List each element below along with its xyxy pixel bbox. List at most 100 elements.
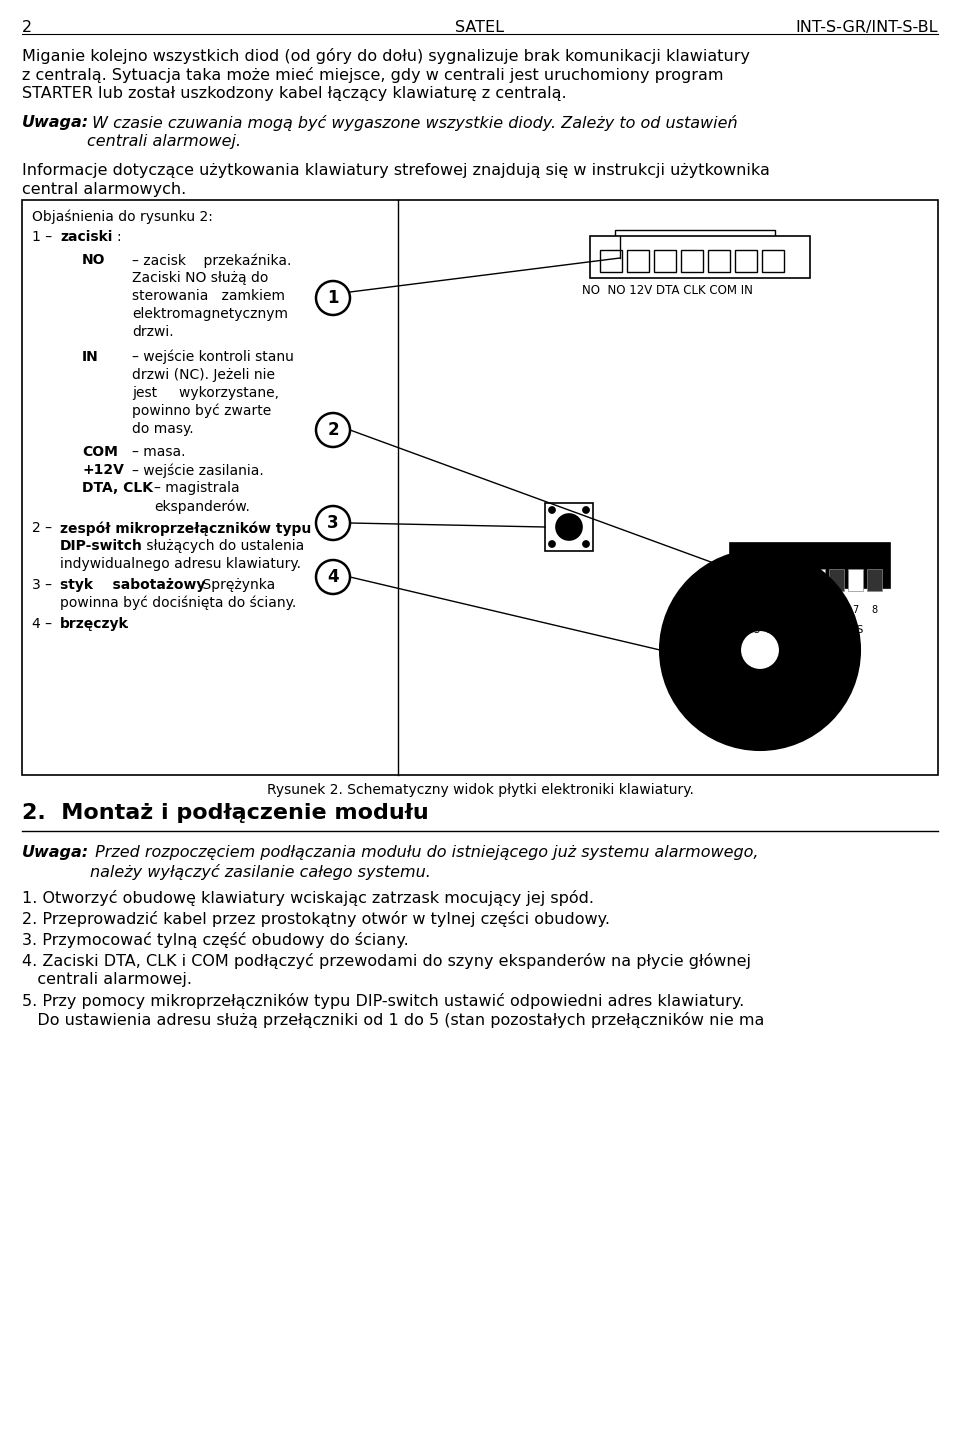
Text: – magistrala: – magistrala — [154, 481, 240, 495]
Text: styk    sabotażowy: styk sabotażowy — [60, 578, 205, 592]
Text: +12V: +12V — [82, 464, 124, 477]
Text: 8: 8 — [871, 605, 877, 615]
Text: DTA, CLK: DTA, CLK — [82, 481, 153, 495]
Text: 1. Otworzyć obudowę klawiatury wciskając zatrzask mocujący jej spód.: 1. Otworzyć obudowę klawiatury wciskając… — [22, 890, 594, 906]
Text: – wejście kontroli stanu: – wejście kontroli stanu — [132, 351, 294, 365]
Text: 2 –: 2 – — [32, 521, 57, 535]
Text: ECE: ECE — [854, 542, 876, 552]
Text: Miganie kolejno wszystkich diod (od góry do dołu) sygnalizuje brak komunikacji k: Miganie kolejno wszystkich diod (od góry… — [22, 49, 750, 64]
Text: Objaśnienia do rysunku 2:: Objaśnienia do rysunku 2: — [32, 210, 213, 225]
Text: 2. Przeprowadzić kabel przez prostokątny otwór w tylnej części obudowy.: 2. Przeprowadzić kabel przez prostokątny… — [22, 912, 610, 927]
Text: 3 –: 3 – — [32, 578, 57, 592]
Bar — [590, 236, 810, 278]
Bar — [810, 570, 825, 591]
Text: powinno być zwarte: powinno być zwarte — [132, 404, 272, 418]
Text: DIP-switch: DIP-switch — [60, 539, 143, 552]
Bar — [730, 542, 890, 588]
Text: 1 2 3 4 5: 1 2 3 4 5 — [734, 625, 780, 635]
Text: – wejście zasilania.: – wejście zasilania. — [132, 464, 264, 478]
Bar — [22, 200, 938, 776]
Text: drzwi (NC). Jeżeli nie: drzwi (NC). Jeżeli nie — [132, 368, 275, 382]
Text: sterowania   zamkiem: sterowania zamkiem — [132, 289, 285, 303]
Circle shape — [316, 280, 350, 315]
Text: SATEL: SATEL — [455, 20, 505, 34]
Text: 2.  Montaż i podłączenie modułu: 2. Montaż i podłączenie modułu — [22, 803, 429, 823]
Text: ADRES: ADRES — [829, 625, 864, 635]
Text: central alarmowych.: central alarmowych. — [22, 182, 186, 197]
Text: 2: 2 — [327, 421, 339, 439]
Text: do masy.: do masy. — [132, 422, 194, 436]
Text: Rysunek 2. Schematyczny widok płytki elektroniki klawiatury.: Rysunek 2. Schematyczny widok płytki ele… — [267, 783, 693, 797]
Bar — [848, 570, 863, 591]
Text: Do ustawienia adresu służą przełączniki od 1 do 5 (stan pozostałych przełącznikó: Do ustawienia adresu służą przełączniki … — [22, 1012, 764, 1027]
Bar — [791, 570, 806, 591]
Text: należy wyłączyć zasilanie całego systemu.: należy wyłączyć zasilanie całego systemu… — [90, 864, 431, 880]
Circle shape — [556, 514, 582, 539]
Text: 3. Przymocować tylną część obudowy do ściany.: 3. Przymocować tylną część obudowy do śc… — [22, 932, 409, 947]
Text: – masa.: – masa. — [132, 445, 185, 459]
Text: 4 –: 4 – — [32, 617, 57, 631]
Text: Uwaga:: Uwaga: — [22, 114, 89, 130]
Text: jest     wykorzystane,: jest wykorzystane, — [132, 386, 279, 401]
Bar — [654, 250, 676, 272]
Text: elektromagnetycznym: elektromagnetycznym — [132, 308, 288, 321]
Text: NO  NO 12V DTA CLK COM IN: NO NO 12V DTA CLK COM IN — [582, 283, 753, 298]
Bar — [735, 250, 757, 272]
Bar — [681, 250, 703, 272]
Text: 3: 3 — [776, 605, 782, 615]
Text: 1 –: 1 – — [32, 230, 57, 245]
Text: 4: 4 — [795, 605, 801, 615]
Text: Uwaga:: Uwaga: — [22, 844, 89, 860]
Circle shape — [583, 541, 589, 548]
Circle shape — [316, 414, 350, 446]
Text: Przed rozpoczęciem podłączania modułu do istniejącego już systemu alarmowego,: Przed rozpoczęciem podłączania modułu do… — [90, 844, 758, 860]
Text: 7: 7 — [852, 605, 858, 615]
Circle shape — [548, 507, 556, 514]
Text: zespół mikroprzełączników typu: zespół mikroprzełączników typu — [60, 521, 311, 535]
Text: 5: 5 — [814, 605, 820, 615]
Text: ON: ON — [732, 542, 751, 552]
Bar — [600, 250, 622, 272]
Bar — [867, 570, 882, 591]
Text: :: : — [116, 230, 121, 245]
Bar — [734, 570, 749, 591]
Text: W czasie czuwania mogą być wygaszone wszystkie diody. Zależy to od ustawień: W czasie czuwania mogą być wygaszone wsz… — [87, 114, 737, 132]
Circle shape — [316, 507, 350, 539]
Text: IN: IN — [82, 351, 99, 363]
Text: 5. Przy pomocy mikroprzełączników typu DIP-switch ustawić odpowiedni adres klawi: 5. Przy pomocy mikroprzełączników typu D… — [22, 993, 744, 1009]
Text: COM: COM — [82, 445, 118, 459]
Text: 2: 2 — [22, 20, 32, 34]
Text: 4: 4 — [327, 568, 339, 587]
Text: 4. Zaciski DTA, CLK i COM podłączyć przewodami do szyny ekspanderów na płycie gł: 4. Zaciski DTA, CLK i COM podłączyć prze… — [22, 953, 751, 969]
Bar — [762, 250, 784, 272]
Bar — [708, 250, 730, 272]
Text: centrali alarmowej.: centrali alarmowej. — [87, 135, 241, 149]
Text: służących do ustalenia: służących do ustalenia — [142, 539, 304, 552]
Text: 1: 1 — [738, 605, 744, 615]
Text: 2: 2 — [756, 605, 763, 615]
Text: 1: 1 — [327, 289, 339, 308]
Text: – zacisk    przekaźnika.: – zacisk przekaźnika. — [132, 253, 292, 268]
Bar — [615, 230, 775, 246]
Circle shape — [316, 560, 350, 594]
Text: INT-S-GR/INT-S-BL: INT-S-GR/INT-S-BL — [796, 20, 938, 34]
Circle shape — [740, 630, 780, 670]
Bar — [829, 570, 844, 591]
Circle shape — [583, 507, 589, 514]
Text: .: . — [124, 617, 129, 631]
Text: ekspanderów.: ekspanderów. — [154, 499, 250, 514]
Text: zaciski: zaciski — [60, 230, 112, 245]
Circle shape — [548, 541, 556, 548]
Text: centrali alarmowej.: centrali alarmowej. — [22, 972, 192, 987]
Text: brzęczyk: brzęczyk — [60, 617, 129, 631]
Text: 6: 6 — [833, 605, 839, 615]
Circle shape — [660, 550, 860, 750]
Bar — [545, 504, 593, 551]
Text: z centralą. Sytuacja taka może mieć miejsce, gdy w centrali jest uruchomiony pro: z centralą. Sytuacja taka może mieć miej… — [22, 67, 724, 83]
Bar — [772, 570, 787, 591]
Text: NO: NO — [82, 253, 106, 268]
Text: STARTER lub został uszkodzony kabel łączący klawiaturę z centralą.: STARTER lub został uszkodzony kabel łącz… — [22, 86, 566, 102]
Bar — [627, 250, 649, 272]
Text: Informacje dotyczące użytkowania klawiatury strefowej znajdują się w instrukcji : Informacje dotyczące użytkowania klawiat… — [22, 163, 770, 177]
Text: powinna być dociśnięta do ściany.: powinna być dociśnięta do ściany. — [60, 595, 297, 611]
